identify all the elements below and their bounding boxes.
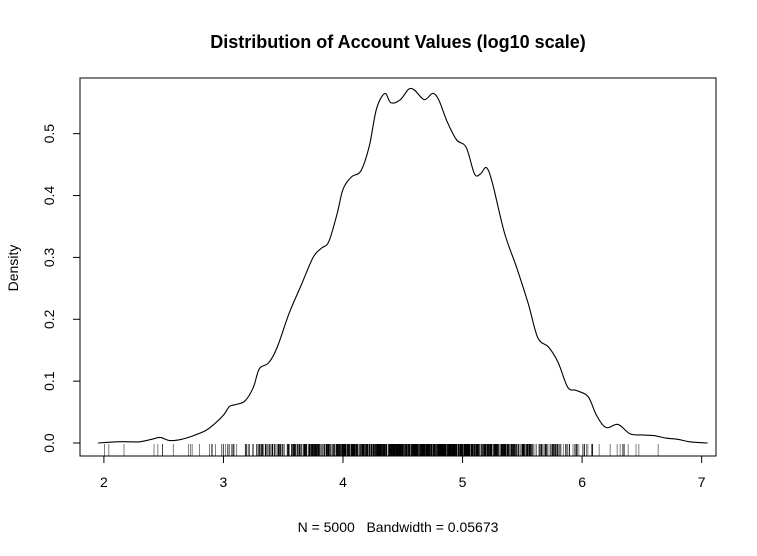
- x-tick-label: 3: [220, 474, 228, 490]
- x-axis: 2 3 4 5 6 7: [100, 455, 706, 490]
- y-tick-label: 0.4: [41, 186, 57, 206]
- x-axis-label: N = 5000 Bandwidth = 0.05673: [298, 519, 499, 535]
- y-tick-label: 0.2: [41, 309, 57, 329]
- rug-marks: [104, 444, 659, 456]
- y-tick-label: 0.0: [41, 433, 57, 453]
- y-axis-label: Density: [5, 245, 21, 292]
- x-tick-label: 7: [698, 474, 706, 490]
- x-tick-label: 2: [100, 474, 108, 490]
- chart-title: Distribution of Account Values (log10 sc…: [210, 32, 585, 52]
- y-tick-label: 0.5: [41, 124, 57, 144]
- y-tick-label: 0.1: [41, 371, 57, 391]
- x-tick-label: 5: [459, 474, 467, 490]
- plot-frame: [79, 77, 717, 457]
- rug: [104, 444, 659, 456]
- x-tick-label: 4: [339, 474, 347, 490]
- x-tick-label: 6: [578, 474, 586, 490]
- y-axis: 0.0 0.1 0.2 0.3 0.4 0.5: [41, 124, 81, 453]
- y-tick-label: 0.3: [41, 247, 57, 267]
- density-line: [97, 87, 708, 444]
